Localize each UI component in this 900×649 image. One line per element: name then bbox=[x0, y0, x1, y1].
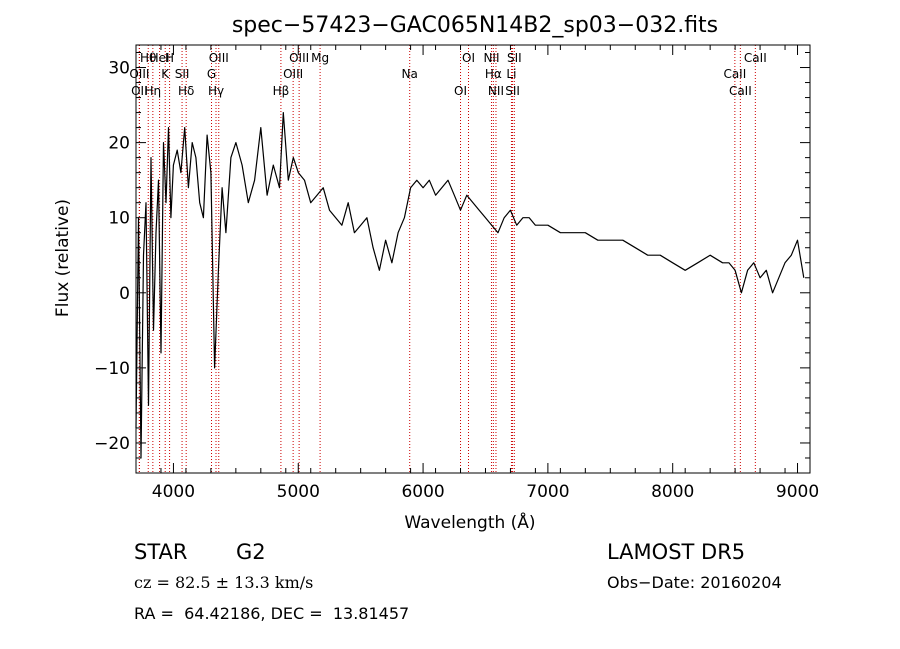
spectral-line-markers bbox=[138, 45, 756, 473]
y-tick-label: 30 bbox=[108, 59, 130, 79]
line-label: Na bbox=[402, 67, 418, 81]
line-label: SII bbox=[175, 67, 190, 81]
line-label: Hγ bbox=[208, 84, 224, 98]
survey-name: LAMOST DR5 bbox=[607, 540, 746, 564]
x-tick-label: 4000 bbox=[152, 482, 195, 502]
observation-date: Obs−Date: 20160204 bbox=[607, 573, 782, 592]
coordinates: RA = 64.42186, DEC = 13.81457 bbox=[134, 604, 410, 623]
x-tick-label: 6000 bbox=[401, 482, 444, 502]
line-label: H bbox=[165, 51, 174, 65]
line-label: OI bbox=[454, 84, 467, 98]
x-tick-label: 8000 bbox=[651, 482, 694, 502]
line-label: OIII bbox=[283, 67, 303, 81]
line-label: NII bbox=[488, 84, 504, 98]
y-tick-label: 10 bbox=[108, 209, 130, 229]
x-tick-label: 7000 bbox=[526, 482, 569, 502]
chart-title: spec−57423−GAC065N14B2_sp03−032.fits bbox=[232, 13, 718, 38]
line-label: Hθ bbox=[140, 51, 156, 65]
plot-frame bbox=[135, 44, 811, 474]
line-label: K bbox=[161, 67, 170, 81]
line-label: Mg bbox=[311, 51, 329, 65]
y-tick-label: 0 bbox=[119, 284, 130, 304]
y-tick-label: 20 bbox=[108, 134, 130, 154]
x-tick-label: 5000 bbox=[277, 482, 320, 502]
object-class: STAR bbox=[134, 540, 188, 564]
line-label: OII bbox=[131, 84, 148, 98]
redshift-cz: cz = 82.5 ± 13.3 km/s bbox=[134, 573, 314, 592]
x-tick-label: 9000 bbox=[776, 482, 819, 502]
line-label: Hη bbox=[145, 84, 162, 98]
spectrum-series bbox=[135, 111, 805, 459]
line-label: NII bbox=[483, 51, 499, 65]
y-axis: −20 −10 0 10 20 30 bbox=[94, 52, 810, 459]
line-label: Hβ bbox=[273, 84, 290, 98]
line-label: G bbox=[207, 67, 216, 81]
line-label: SII bbox=[505, 84, 520, 98]
line-label: CaII bbox=[729, 84, 752, 98]
line-label: CaII bbox=[723, 67, 746, 81]
object-subclass: G2 bbox=[236, 540, 266, 564]
x-axis: 4000 5000 6000 7000 8000 9000 bbox=[135, 45, 819, 502]
line-label: OIII bbox=[289, 51, 309, 65]
line-label: CaII bbox=[744, 51, 767, 65]
y-tick-label: −20 bbox=[94, 434, 130, 454]
x-axis-label: Wavelength (Å) bbox=[404, 511, 535, 533]
line-label: SII bbox=[507, 51, 522, 65]
series-line-0 bbox=[135, 111, 805, 459]
spectral-line-labels: Hθ K Hδ OIII OIII OII HeI SII Hγ OIII OIII Hη H G Hβ Mg… bbox=[129, 51, 766, 98]
line-label: Hδ bbox=[178, 84, 194, 98]
line-label: HeI bbox=[150, 51, 170, 65]
line-label: OIII bbox=[209, 51, 229, 65]
y-tick-label: −10 bbox=[94, 359, 130, 379]
line-label: OIII bbox=[129, 67, 149, 81]
line-label: Hα bbox=[485, 67, 502, 81]
line-label: Li bbox=[506, 67, 516, 81]
line-label: OI bbox=[462, 51, 475, 65]
y-axis-label: Flux (relative) bbox=[53, 199, 73, 317]
